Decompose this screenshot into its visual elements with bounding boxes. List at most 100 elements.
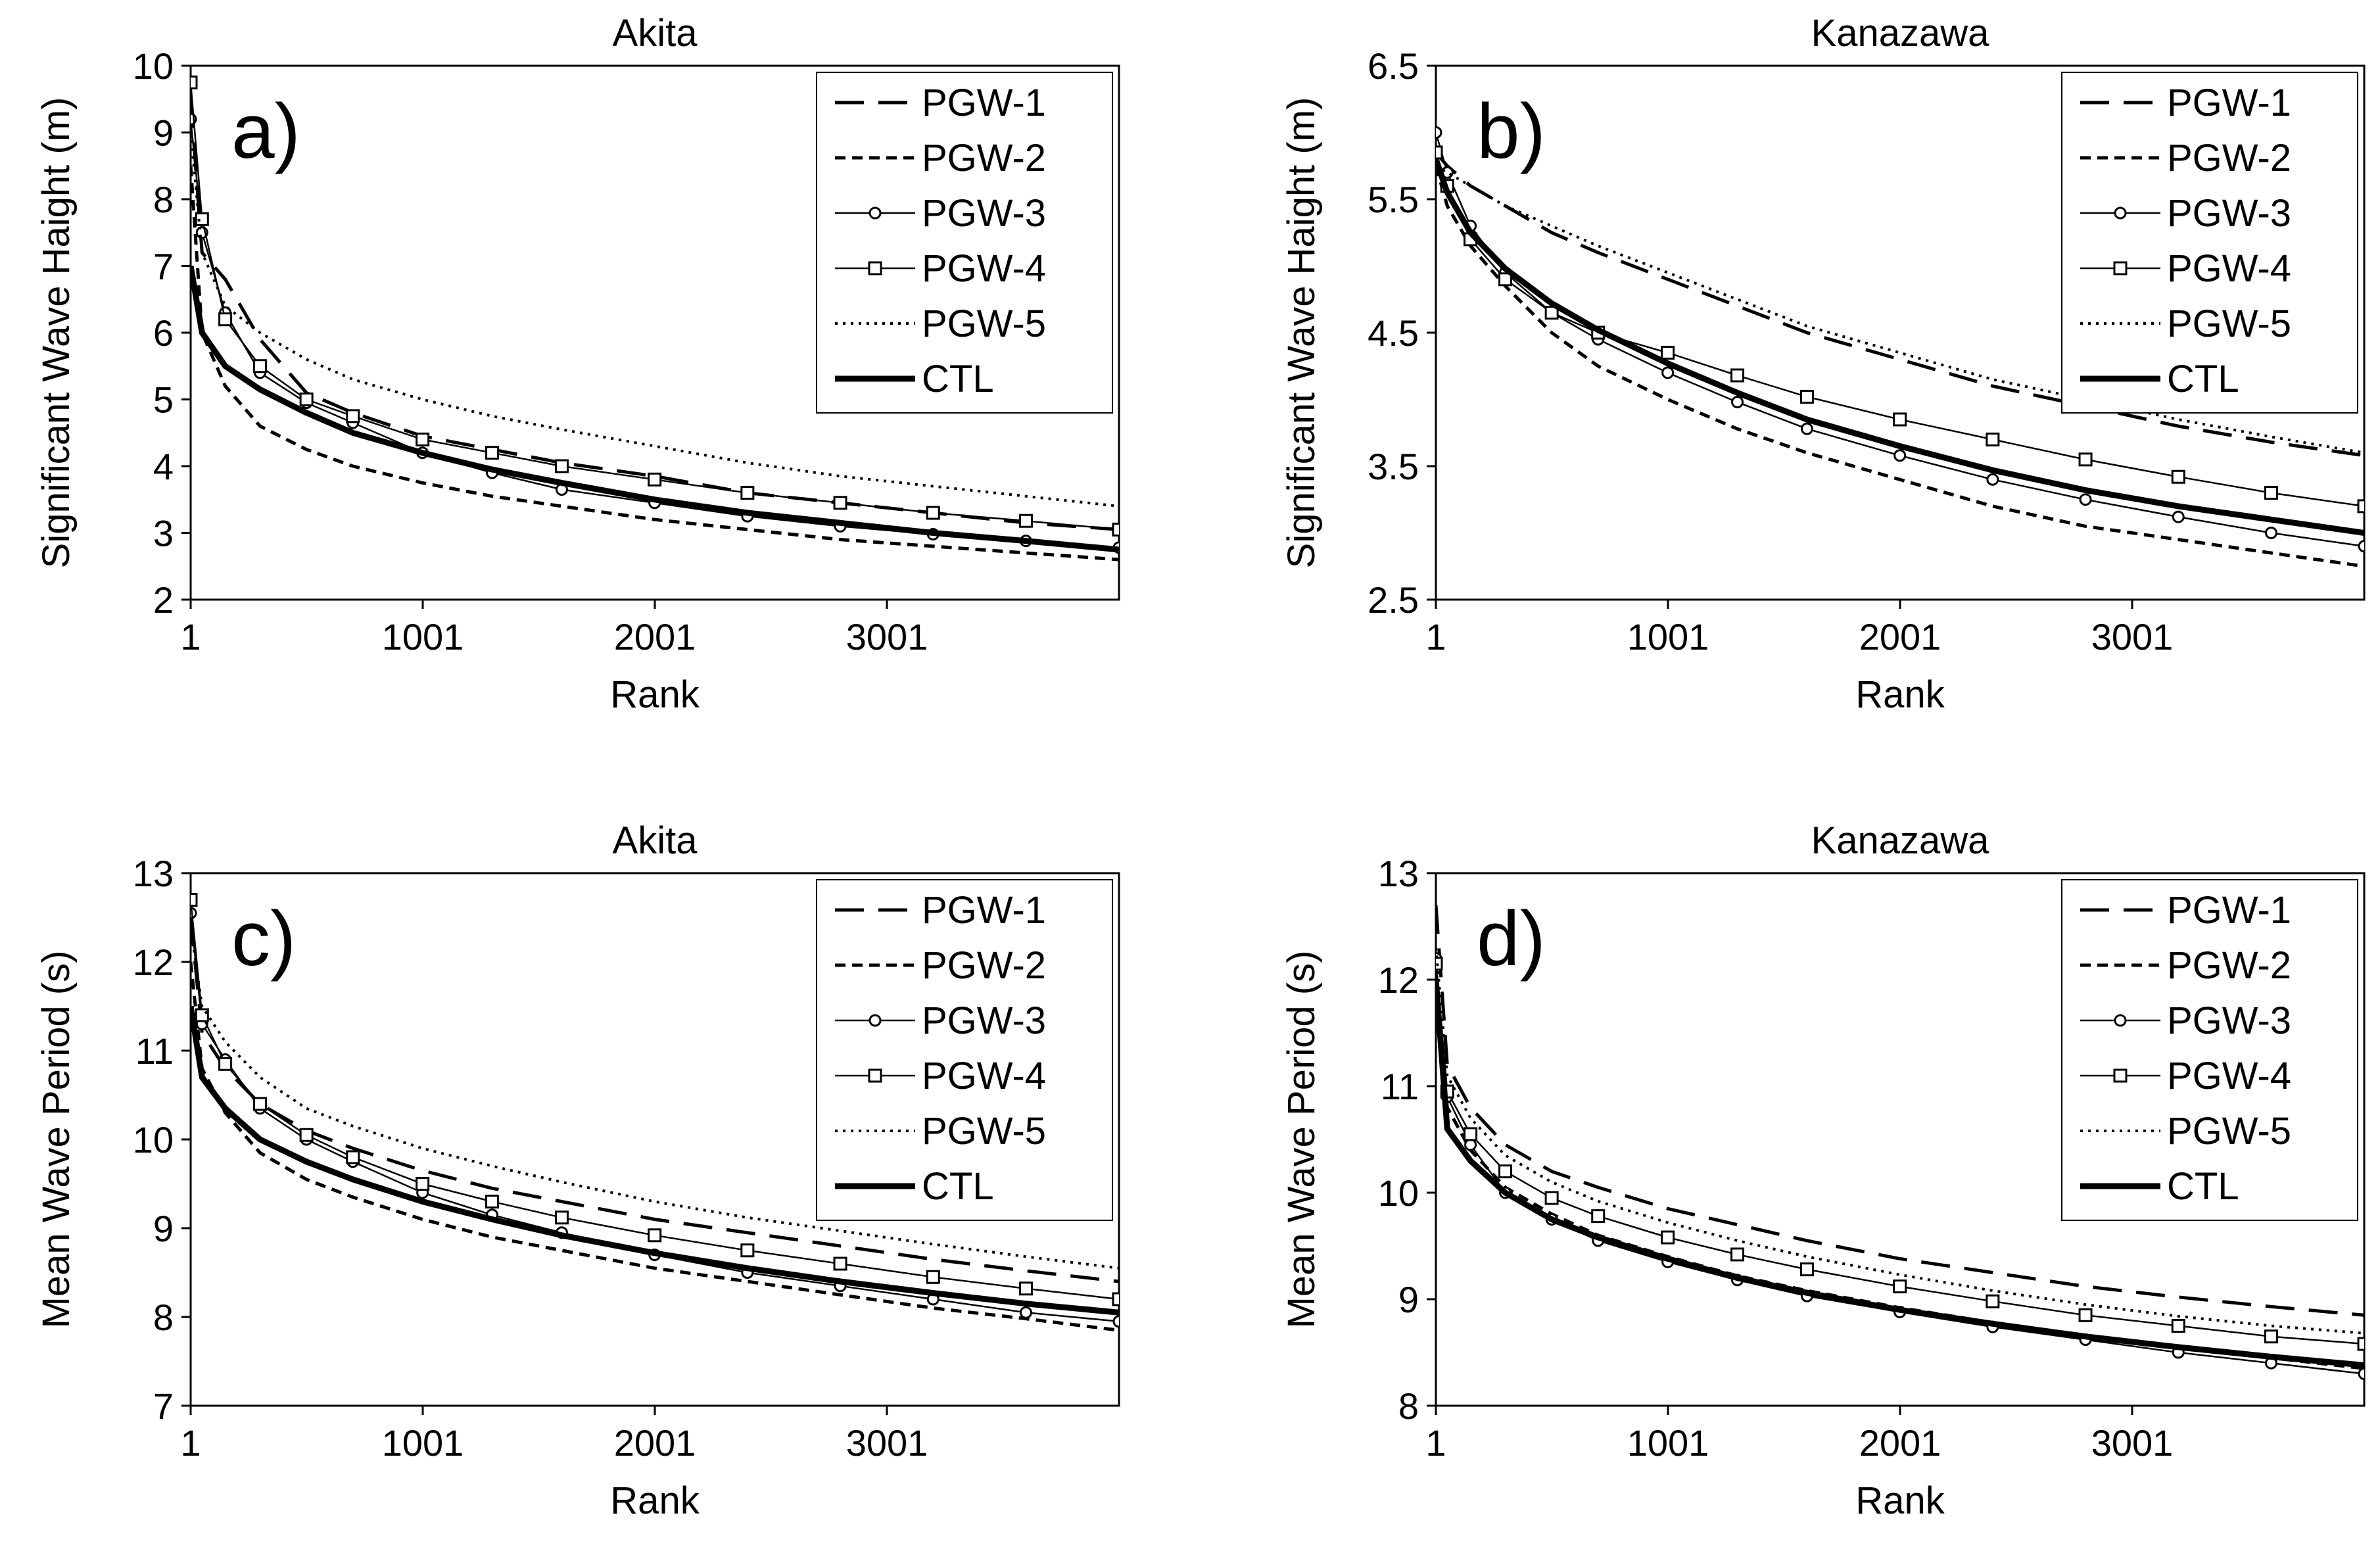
- series-line-ctl: [191, 265, 1119, 553]
- panel-label: d): [1477, 896, 1546, 982]
- y-tick-label: 12: [1378, 959, 1419, 1001]
- legend-entry-pgw-3: PGW-3: [922, 999, 1046, 1042]
- y-tick-label: 3: [153, 513, 174, 554]
- data-point-pgw-4: [926, 506, 940, 520]
- legend: PGW-1 PGW-2 PGW-3 PGW-4 PGW-5 CTL: [816, 72, 1113, 414]
- y-tick-label: 11: [135, 1030, 174, 1072]
- data-point-pgw-4: [195, 212, 209, 226]
- y-tick-label: 13: [133, 853, 174, 894]
- y-axis-label: Significant Wave Haight (m): [35, 97, 78, 569]
- data-point-pgw-4: [1799, 1262, 1814, 1277]
- series-line-ctl: [191, 1005, 1119, 1316]
- data-point-pgw-4: [485, 446, 500, 460]
- data-point-pgw-4: [1018, 514, 1033, 528]
- chart-panel-3: Akita 7 8 9 10 11 12 13 1 1001 2001 3001 Rank Mean Wa…: [35, 819, 1120, 1522]
- x-axis-label: Rank: [610, 673, 700, 716]
- data-point-pgw-4: [833, 496, 847, 510]
- x-axis-label: Rank: [1855, 673, 1945, 716]
- y-tick-label: 9: [153, 112, 174, 154]
- data-point-pgw-4: [299, 393, 314, 406]
- data-point-pgw-4: [2171, 1319, 2185, 1333]
- y-tick-label: 4.5: [1368, 312, 1419, 354]
- legend-entry-pgw-1: PGW-1: [922, 889, 1046, 932]
- chart-panel-4: Kanazawa 8 9 10 11 12 13 1 1001 2001 3001 Rank Mean …: [1280, 819, 2366, 1522]
- y-tick-label: 5.5: [1368, 179, 1419, 220]
- data-point-pgw-4: [1498, 272, 1513, 287]
- data-point-pgw-3: [2079, 493, 2092, 506]
- x-tick-label: 2001: [614, 1422, 696, 1464]
- chart-panel-2: Kanazawa 2.5 3.5 4.5 5.5 6.5 1 1001 2001 3001 Rank…: [1280, 12, 2366, 716]
- y-axis-label: Mean Wave Period (s): [35, 951, 78, 1329]
- legend-entry-pgw-3: PGW-3: [2167, 192, 2291, 235]
- x-tick-label: 2001: [614, 616, 696, 657]
- x-tick-label: 1001: [382, 1422, 464, 1464]
- data-point-pgw-4: [2264, 1329, 2278, 1344]
- data-point-pgw-4: [1986, 432, 2000, 446]
- series-group: [1436, 905, 2364, 1380]
- legend-box: [2061, 879, 2358, 1221]
- y-tick-label: 8: [1398, 1385, 1419, 1427]
- data-point-pgw-4: [191, 893, 198, 907]
- series-line-pgw-2: [191, 166, 1119, 561]
- data-point-pgw-4: [1544, 306, 1559, 320]
- data-point-pgw-4: [416, 1177, 430, 1191]
- x-tick-label: 3001: [846, 616, 928, 657]
- series-line-pgw-1: [191, 917, 1119, 1283]
- data-point-pgw-4: [2357, 1337, 2364, 1351]
- x-tick-label: 3001: [846, 1422, 928, 1464]
- series-group: [191, 893, 1119, 1332]
- x-tick-label: 1: [1425, 1422, 1446, 1464]
- legend-entry-pgw-5: PGW-5: [2167, 302, 2291, 345]
- legend-box: [2061, 72, 2358, 414]
- data-point-pgw-4: [1498, 1164, 1513, 1179]
- legend-entry-pgw-1: PGW-1: [922, 82, 1046, 124]
- x-tick-label: 2001: [1859, 1422, 1941, 1464]
- data-point-pgw-4: [191, 75, 198, 89]
- legend-marker-pgw-3: [2114, 206, 2127, 220]
- data-point-pgw-4: [253, 359, 268, 373]
- series-line-pgw-1: [1436, 905, 2364, 1317]
- data-point-pgw-4: [1799, 389, 1814, 404]
- data-point-pgw-3: [1019, 1306, 1032, 1319]
- y-tick-label: 7: [153, 1385, 174, 1427]
- data-point-pgw-4: [833, 1256, 847, 1271]
- legend-entry-pgw-3: PGW-3: [922, 192, 1046, 235]
- legend-entry-pgw-1: PGW-1: [2167, 889, 2291, 932]
- chart-title: Kanazawa: [1811, 819, 1990, 862]
- y-tick-label: 3.5: [1368, 446, 1419, 487]
- data-point-pgw-3: [2172, 510, 2185, 523]
- data-point-pgw-3: [1436, 126, 1442, 139]
- legend: PGW-1 PGW-2 PGW-3 PGW-4 PGW-5 CTL: [2061, 72, 2358, 414]
- series-line-ctl: [1436, 979, 2364, 1368]
- x-tick-label: 1: [180, 1422, 201, 1464]
- data-point-pgw-4: [1464, 1127, 1478, 1141]
- data-point-pgw-3: [1800, 422, 1813, 435]
- series-line-pgw-5: [1436, 947, 2364, 1335]
- panel-label: b): [1477, 88, 1546, 175]
- x-axis-label: Rank: [610, 1479, 700, 1522]
- legend-entry-ctl: CTL: [922, 358, 994, 400]
- data-point-pgw-3: [1112, 1315, 1119, 1328]
- x-tick-label: 3001: [2091, 616, 2174, 657]
- data-point-pgw-3: [1464, 1138, 1477, 1151]
- data-point-pgw-4: [253, 1097, 268, 1111]
- legend-entry-ctl: CTL: [922, 1165, 994, 1208]
- data-point-pgw-4: [2171, 469, 2185, 484]
- series-line-pgw-1: [1436, 151, 2364, 458]
- data-point-pgw-4: [1544, 1191, 1559, 1205]
- y-tick-label: 10: [133, 45, 174, 87]
- x-tick-label: 1: [180, 616, 201, 657]
- data-point-pgw-4: [554, 1210, 569, 1225]
- y-tick-label: 11: [1381, 1066, 1419, 1107]
- legend-marker-pgw-3: [869, 206, 882, 220]
- data-point-pgw-4: [1018, 1281, 1033, 1296]
- legend-entry-pgw-4: PGW-4: [922, 1055, 1046, 1097]
- x-axis-label: Rank: [1855, 1479, 1945, 1522]
- legend-entry-ctl: CTL: [2167, 1165, 2239, 1208]
- legend-entry-pgw-4: PGW-4: [922, 247, 1046, 290]
- data-point-pgw-4: [1661, 1230, 1675, 1245]
- data-point-pgw-4: [648, 472, 662, 487]
- x-tick-label: 1001: [1627, 616, 1709, 657]
- data-point-pgw-4: [2078, 1308, 2093, 1322]
